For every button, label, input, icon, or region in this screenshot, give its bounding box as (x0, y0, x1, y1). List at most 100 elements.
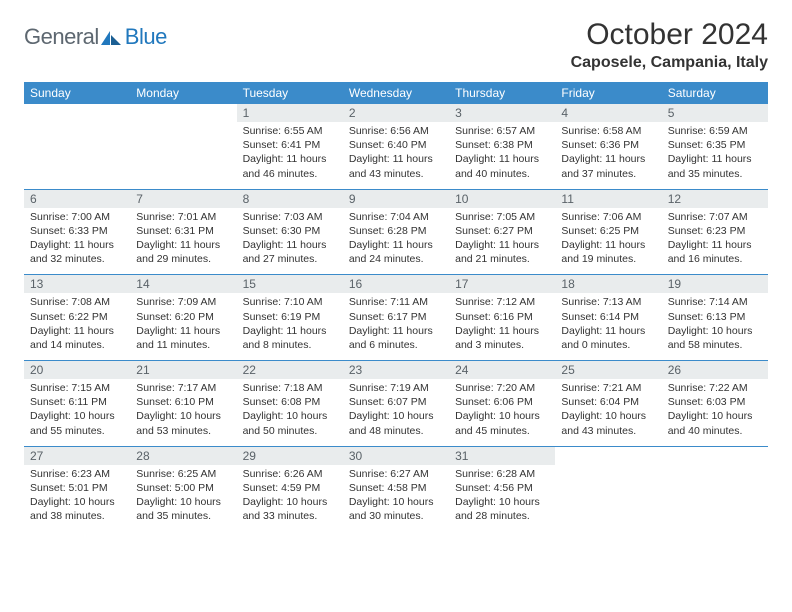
day-number: 2 (343, 104, 449, 122)
sunset-text: Sunset: 6:11 PM (30, 395, 124, 409)
day-number: 24 (449, 361, 555, 379)
sunset-text: Sunset: 6:22 PM (30, 310, 124, 324)
sunrise-text: Sunrise: 6:25 AM (136, 467, 230, 481)
day-number: 25 (555, 361, 661, 379)
day-number: 23 (343, 361, 449, 379)
day-number-cell: 26 (662, 361, 768, 380)
sunrise-text: Sunrise: 7:21 AM (561, 381, 655, 395)
day-body (662, 465, 768, 523)
sunset-text: Sunset: 6:31 PM (136, 224, 230, 238)
sunset-text: Sunset: 4:56 PM (455, 481, 549, 495)
sunset-text: Sunset: 5:01 PM (30, 481, 124, 495)
day-body: Sunrise: 7:00 AMSunset: 6:33 PMDaylight:… (24, 208, 130, 275)
day-content-cell: Sunrise: 7:12 AMSunset: 6:16 PMDaylight:… (449, 293, 555, 360)
day-content-cell: Sunrise: 7:03 AMSunset: 6:30 PMDaylight:… (237, 208, 343, 275)
daylight-text: Daylight: 10 hours and 33 minutes. (243, 495, 337, 523)
day-content-cell: Sunrise: 6:27 AMSunset: 4:58 PMDaylight:… (343, 465, 449, 532)
day-number-cell: 12 (662, 189, 768, 208)
day-number-row: 12345 (24, 104, 768, 122)
calendar-page: General Blue October 2024 Caposele, Camp… (0, 0, 792, 549)
day-number-row: 6789101112 (24, 189, 768, 208)
day-body: Sunrise: 7:20 AMSunset: 6:06 PMDaylight:… (449, 379, 555, 446)
day-body: Sunrise: 7:15 AMSunset: 6:11 PMDaylight:… (24, 379, 130, 446)
day-content-cell: Sunrise: 7:09 AMSunset: 6:20 PMDaylight:… (130, 293, 236, 360)
day-content-cell: Sunrise: 7:15 AMSunset: 6:11 PMDaylight:… (24, 379, 130, 446)
day-body: Sunrise: 6:56 AMSunset: 6:40 PMDaylight:… (343, 122, 449, 189)
day-number-cell: 25 (555, 361, 661, 380)
calendar-body: 12345Sunrise: 6:55 AMSunset: 6:41 PMDayl… (24, 104, 768, 531)
weekday-header: Tuesday (237, 82, 343, 104)
day-number: 27 (24, 447, 130, 465)
sunrise-text: Sunrise: 7:01 AM (136, 210, 230, 224)
day-body: Sunrise: 7:05 AMSunset: 6:27 PMDaylight:… (449, 208, 555, 275)
sunset-text: Sunset: 6:06 PM (455, 395, 549, 409)
day-body: Sunrise: 7:06 AMSunset: 6:25 PMDaylight:… (555, 208, 661, 275)
day-body: Sunrise: 7:14 AMSunset: 6:13 PMDaylight:… (662, 293, 768, 360)
day-number: 20 (24, 361, 130, 379)
sunset-text: Sunset: 6:10 PM (136, 395, 230, 409)
sunset-text: Sunset: 6:14 PM (561, 310, 655, 324)
day-number-cell: 6 (24, 189, 130, 208)
calendar-table: Sunday Monday Tuesday Wednesday Thursday… (24, 82, 768, 531)
sunrise-text: Sunrise: 7:10 AM (243, 295, 337, 309)
day-number: 13 (24, 275, 130, 293)
brand-text-blue: Blue (125, 24, 167, 50)
day-number-cell (662, 446, 768, 465)
daylight-text: Daylight: 10 hours and 58 minutes. (668, 324, 762, 352)
daylight-text: Daylight: 11 hours and 40 minutes. (455, 152, 549, 180)
weekday-header: Wednesday (343, 82, 449, 104)
daylight-text: Daylight: 11 hours and 32 minutes. (30, 238, 124, 266)
day-body: Sunrise: 6:26 AMSunset: 4:59 PMDaylight:… (237, 465, 343, 532)
day-content-row: Sunrise: 6:55 AMSunset: 6:41 PMDaylight:… (24, 122, 768, 189)
day-content-cell: Sunrise: 6:58 AMSunset: 6:36 PMDaylight:… (555, 122, 661, 189)
daylight-text: Daylight: 10 hours and 53 minutes. (136, 409, 230, 437)
sunrise-text: Sunrise: 7:13 AM (561, 295, 655, 309)
day-content-cell: Sunrise: 7:19 AMSunset: 6:07 PMDaylight:… (343, 379, 449, 446)
sunrise-text: Sunrise: 6:56 AM (349, 124, 443, 138)
sunrise-text: Sunrise: 7:00 AM (30, 210, 124, 224)
day-number-cell: 30 (343, 446, 449, 465)
sunrise-text: Sunrise: 7:06 AM (561, 210, 655, 224)
sunrise-text: Sunrise: 7:19 AM (349, 381, 443, 395)
day-content-cell: Sunrise: 7:08 AMSunset: 6:22 PMDaylight:… (24, 293, 130, 360)
day-content-cell: Sunrise: 6:56 AMSunset: 6:40 PMDaylight:… (343, 122, 449, 189)
day-number-cell: 13 (24, 275, 130, 294)
day-content-cell: Sunrise: 7:22 AMSunset: 6:03 PMDaylight:… (662, 379, 768, 446)
day-content-row: Sunrise: 6:23 AMSunset: 5:01 PMDaylight:… (24, 465, 768, 532)
day-number: 31 (449, 447, 555, 465)
day-number: 5 (662, 104, 768, 122)
day-number-cell: 24 (449, 361, 555, 380)
sunset-text: Sunset: 6:13 PM (668, 310, 762, 324)
sunset-text: Sunset: 6:08 PM (243, 395, 337, 409)
sunset-text: Sunset: 5:00 PM (136, 481, 230, 495)
day-number-cell: 21 (130, 361, 236, 380)
day-content-cell: Sunrise: 7:04 AMSunset: 6:28 PMDaylight:… (343, 208, 449, 275)
day-body (24, 122, 130, 180)
brand-logo: General Blue (24, 24, 167, 50)
day-number: 11 (555, 190, 661, 208)
day-body: Sunrise: 7:12 AMSunset: 6:16 PMDaylight:… (449, 293, 555, 360)
day-content-cell: Sunrise: 7:06 AMSunset: 6:25 PMDaylight:… (555, 208, 661, 275)
daylight-text: Daylight: 10 hours and 50 minutes. (243, 409, 337, 437)
weekday-header: Saturday (662, 82, 768, 104)
day-number-row: 20212223242526 (24, 361, 768, 380)
sunset-text: Sunset: 6:16 PM (455, 310, 549, 324)
sunrise-text: Sunrise: 6:57 AM (455, 124, 549, 138)
day-content-cell: Sunrise: 7:07 AMSunset: 6:23 PMDaylight:… (662, 208, 768, 275)
daylight-text: Daylight: 10 hours and 45 minutes. (455, 409, 549, 437)
day-content-cell (130, 122, 236, 189)
day-number-cell: 10 (449, 189, 555, 208)
day-number: 28 (130, 447, 236, 465)
daylight-text: Daylight: 11 hours and 19 minutes. (561, 238, 655, 266)
day-number-cell: 27 (24, 446, 130, 465)
sunrise-text: Sunrise: 7:14 AM (668, 295, 762, 309)
sunset-text: Sunset: 6:40 PM (349, 138, 443, 152)
sunrise-text: Sunrise: 7:09 AM (136, 295, 230, 309)
day-number: 26 (662, 361, 768, 379)
day-number-cell: 1 (237, 104, 343, 122)
day-body: Sunrise: 7:19 AMSunset: 6:07 PMDaylight:… (343, 379, 449, 446)
sunset-text: Sunset: 4:58 PM (349, 481, 443, 495)
day-body: Sunrise: 7:11 AMSunset: 6:17 PMDaylight:… (343, 293, 449, 360)
day-number-cell: 11 (555, 189, 661, 208)
sunrise-text: Sunrise: 6:28 AM (455, 467, 549, 481)
